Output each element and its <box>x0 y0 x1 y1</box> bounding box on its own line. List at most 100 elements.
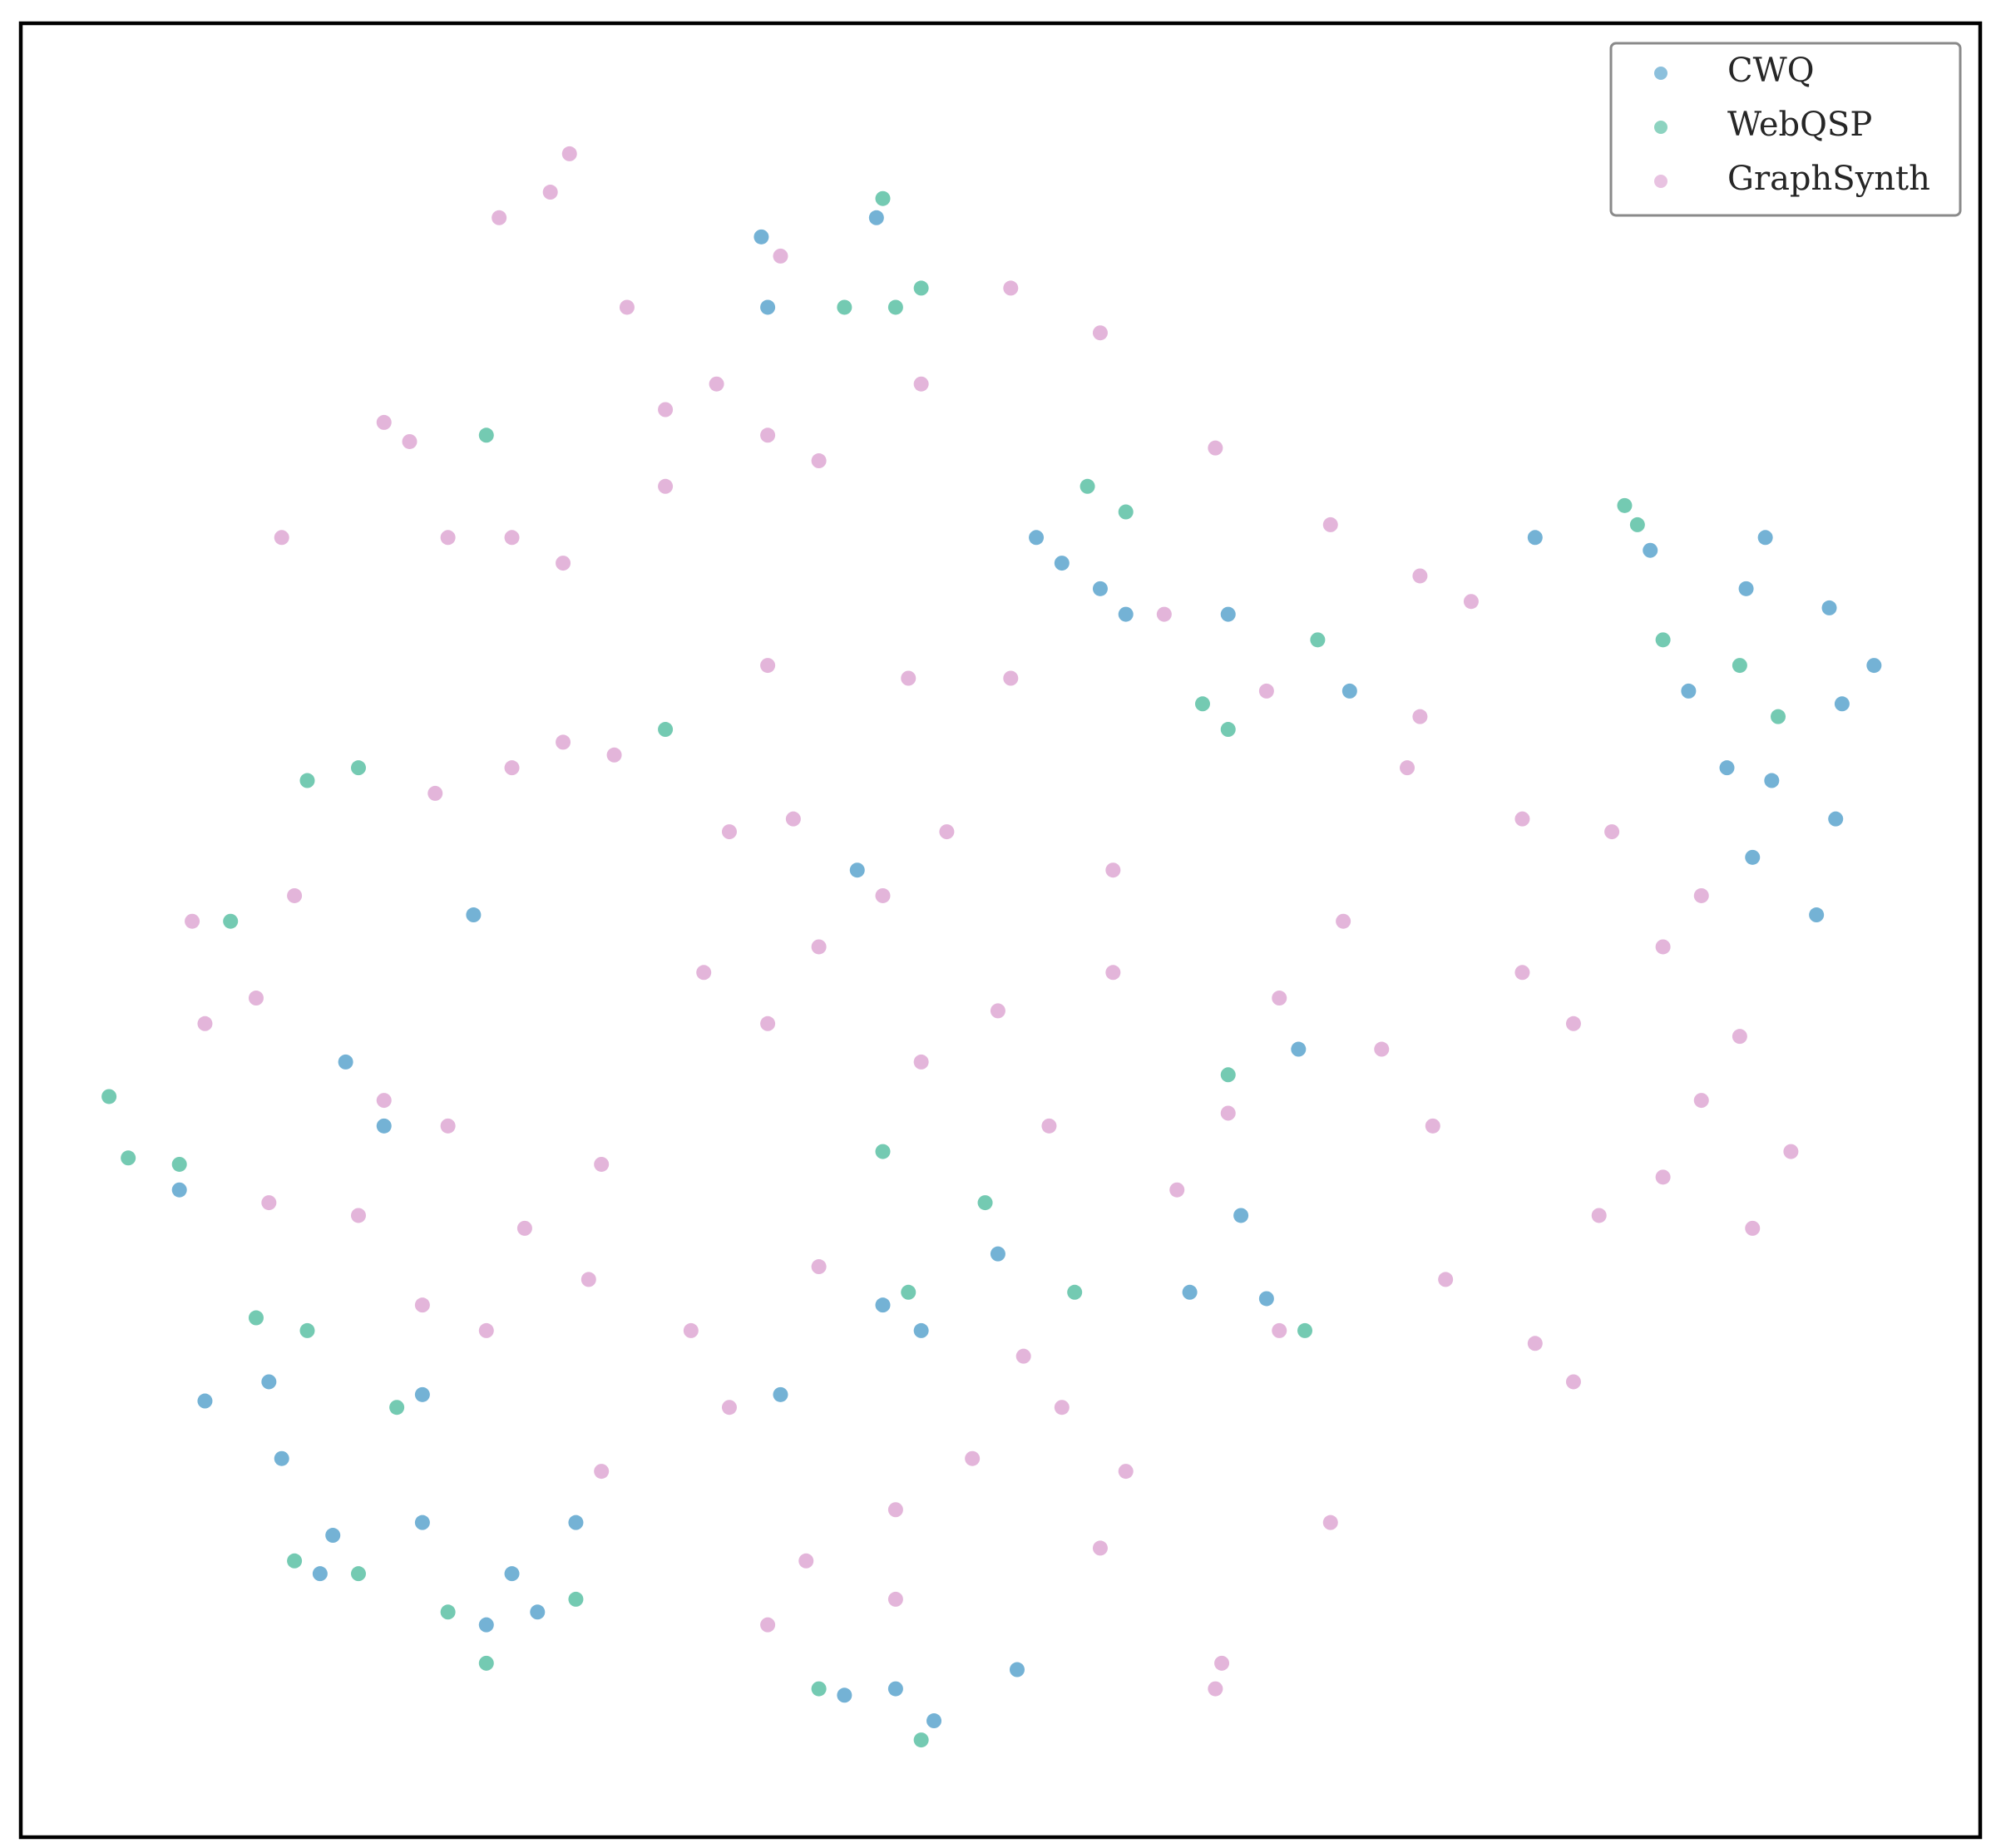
point <box>1527 1336 1543 1351</box>
point <box>1771 709 1786 724</box>
point <box>516 1220 532 1236</box>
point <box>248 1310 264 1326</box>
point <box>261 1195 277 1211</box>
point <box>683 1322 699 1338</box>
legend-marker <box>1654 175 1667 188</box>
point <box>1156 606 1172 622</box>
point <box>849 862 865 878</box>
point <box>338 1054 353 1070</box>
point <box>887 1681 903 1697</box>
point <box>556 734 571 750</box>
point <box>1719 760 1735 776</box>
point <box>1003 280 1019 296</box>
point <box>1208 440 1223 456</box>
point <box>837 299 852 315</box>
point <box>1182 1284 1198 1300</box>
point <box>1272 1322 1287 1338</box>
point <box>325 1528 341 1544</box>
point <box>121 1150 136 1166</box>
point <box>1565 1015 1581 1031</box>
point <box>753 229 769 245</box>
point <box>440 530 456 546</box>
legend-label: WebQSP <box>1727 106 1872 144</box>
point <box>389 1400 405 1416</box>
point <box>274 1450 289 1466</box>
point <box>350 1208 366 1223</box>
point <box>1041 1118 1057 1134</box>
point <box>478 427 494 443</box>
point <box>1655 939 1671 955</box>
point <box>1310 632 1326 648</box>
point <box>760 299 776 315</box>
point <box>977 1195 993 1211</box>
point <box>478 1617 494 1633</box>
point <box>1821 600 1837 615</box>
point <box>376 1093 392 1109</box>
point <box>504 760 520 776</box>
point <box>1080 478 1095 494</box>
point <box>1009 1662 1025 1678</box>
point <box>594 1156 610 1172</box>
point <box>1220 606 1236 622</box>
point <box>939 824 955 840</box>
point <box>1604 824 1620 840</box>
point <box>760 427 776 443</box>
point <box>414 1297 430 1313</box>
point <box>965 1450 981 1466</box>
point <box>1297 1322 1313 1338</box>
point <box>530 1604 546 1620</box>
point <box>1322 516 1338 532</box>
point <box>760 1015 776 1031</box>
point <box>248 991 264 1006</box>
point <box>658 478 674 494</box>
point <box>478 1322 494 1338</box>
point <box>990 1246 1005 1262</box>
point <box>568 1514 584 1530</box>
point <box>594 1464 610 1480</box>
legend-label: CWQ <box>1727 52 1815 90</box>
point <box>773 1386 788 1402</box>
point <box>887 1502 903 1518</box>
point <box>299 773 315 788</box>
point <box>696 965 712 981</box>
point <box>1105 965 1121 981</box>
point <box>1341 683 1357 699</box>
point <box>312 1566 328 1582</box>
point <box>1118 504 1134 520</box>
point <box>798 1553 814 1569</box>
point <box>619 299 635 315</box>
point <box>568 1591 584 1607</box>
point <box>785 811 801 827</box>
point <box>887 299 903 315</box>
point <box>504 530 520 546</box>
point <box>101 1089 117 1104</box>
point <box>1514 811 1530 827</box>
point <box>887 1591 903 1607</box>
point <box>274 530 289 546</box>
point <box>376 414 392 430</box>
point <box>1425 1118 1440 1134</box>
legend-box <box>1609 42 1962 217</box>
point <box>1693 1093 1709 1109</box>
point <box>440 1604 456 1620</box>
point <box>287 887 303 903</box>
point <box>561 146 577 161</box>
legend-label: GraphSynth <box>1727 160 1930 198</box>
point <box>1258 1291 1274 1307</box>
point <box>1092 1540 1108 1556</box>
point <box>427 785 443 801</box>
point <box>990 1003 1005 1019</box>
point <box>299 1322 315 1338</box>
point <box>171 1182 187 1198</box>
point <box>1291 1041 1307 1057</box>
point <box>1322 1514 1338 1530</box>
point <box>1745 849 1761 865</box>
point <box>926 1713 942 1729</box>
legend: CWQ WebQSP GraphSynth <box>1609 42 1962 217</box>
point <box>837 1687 852 1703</box>
point <box>440 1118 456 1134</box>
point <box>1067 1284 1083 1300</box>
point <box>402 433 417 449</box>
point <box>1272 991 1287 1006</box>
point <box>1732 658 1747 674</box>
